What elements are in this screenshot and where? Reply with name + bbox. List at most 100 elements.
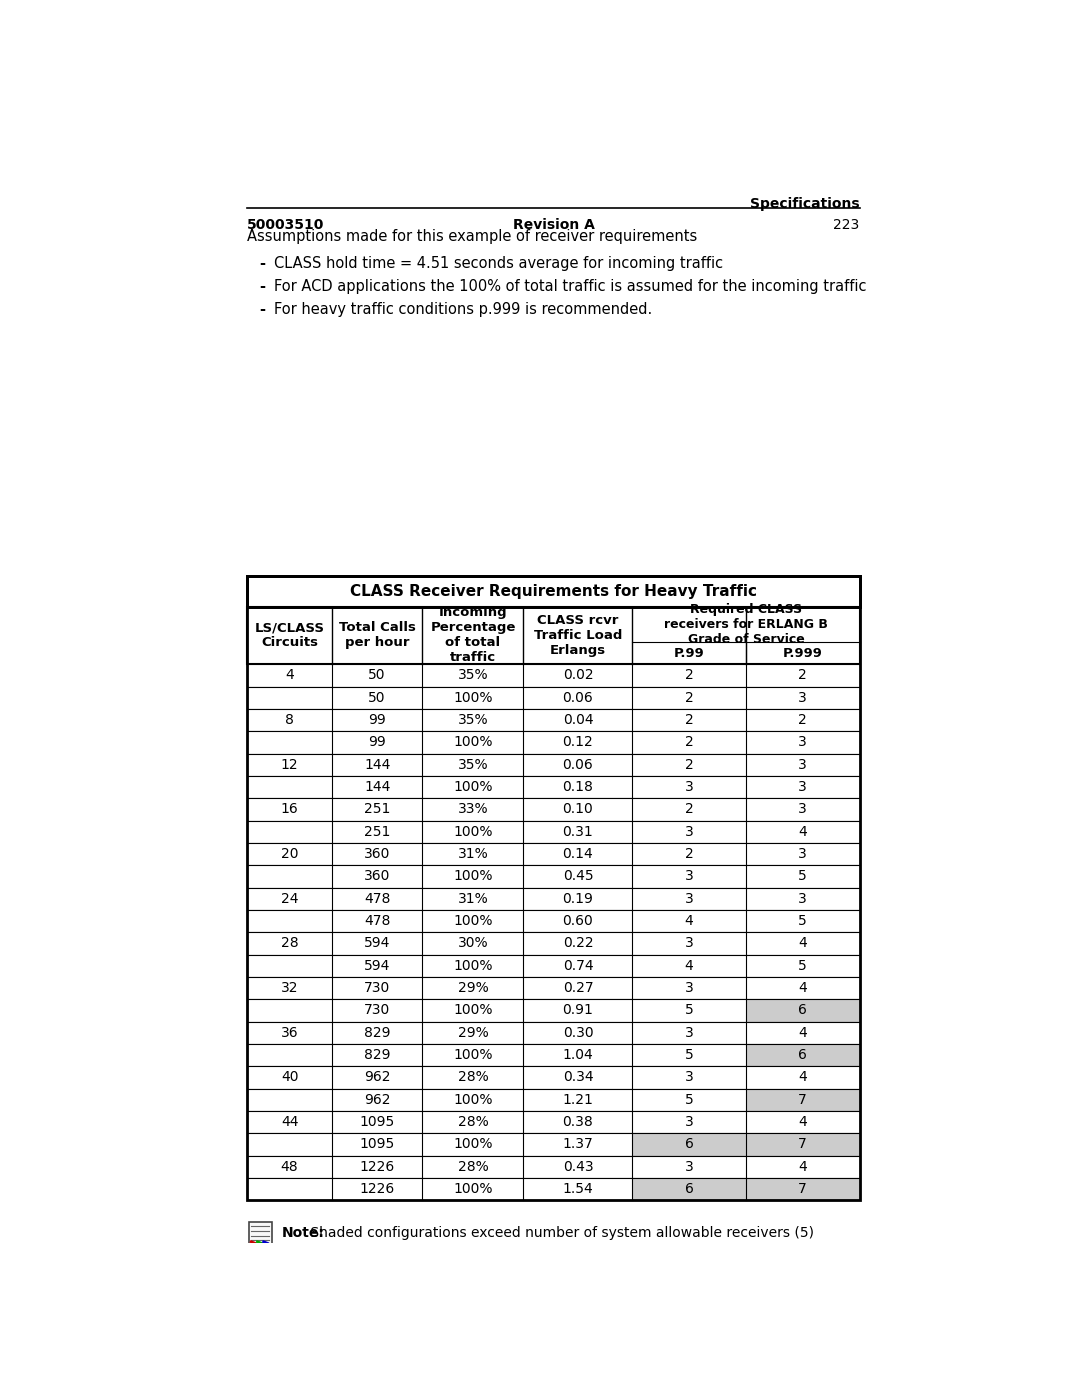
Text: 100%: 100% xyxy=(454,735,492,749)
Text: 6: 6 xyxy=(685,1182,693,1196)
Bar xyxy=(247,798,860,820)
Text: 3: 3 xyxy=(685,891,693,905)
Text: 1.54: 1.54 xyxy=(563,1182,593,1196)
Text: 100%: 100% xyxy=(454,1182,492,1196)
Text: 32: 32 xyxy=(281,981,298,995)
Text: 0.34: 0.34 xyxy=(563,1070,593,1084)
Bar xyxy=(247,1178,860,1200)
Text: Required CLASS
receivers for ERLANG B
Grade of Service: Required CLASS receivers for ERLANG B Gr… xyxy=(664,604,828,645)
Text: 829: 829 xyxy=(364,1025,391,1039)
Text: 20: 20 xyxy=(281,847,298,861)
Text: Total Calls
per hour: Total Calls per hour xyxy=(339,622,416,650)
Text: 730: 730 xyxy=(364,1003,390,1017)
Text: 99: 99 xyxy=(368,735,386,749)
Bar xyxy=(247,1044,860,1066)
Bar xyxy=(247,977,860,999)
Text: 0.04: 0.04 xyxy=(563,712,593,726)
Text: 360: 360 xyxy=(364,869,390,883)
Bar xyxy=(247,731,860,753)
Text: 223: 223 xyxy=(834,218,860,232)
Bar xyxy=(247,665,860,686)
Text: 0.22: 0.22 xyxy=(563,936,593,950)
Bar xyxy=(247,576,860,606)
Text: 1226: 1226 xyxy=(360,1182,395,1196)
Bar xyxy=(247,1133,860,1155)
Text: 16: 16 xyxy=(281,802,298,816)
Text: 12: 12 xyxy=(281,757,298,771)
Text: 40: 40 xyxy=(281,1070,298,1084)
Bar xyxy=(247,665,860,686)
Bar xyxy=(247,708,860,731)
Text: 0.43: 0.43 xyxy=(563,1160,593,1173)
Text: 35%: 35% xyxy=(458,712,488,726)
Text: 3: 3 xyxy=(685,1025,693,1039)
Text: 3: 3 xyxy=(685,1070,693,1084)
Text: 3: 3 xyxy=(798,690,807,704)
Text: 2: 2 xyxy=(685,802,693,816)
Text: 30%: 30% xyxy=(458,936,488,950)
Text: 31%: 31% xyxy=(458,847,488,861)
Text: 50: 50 xyxy=(368,668,386,683)
Text: 100%: 100% xyxy=(454,1137,492,1151)
Text: 478: 478 xyxy=(364,914,390,928)
Text: 1.21: 1.21 xyxy=(563,1092,593,1106)
Text: For heavy traffic conditions p.999 is recommended.: For heavy traffic conditions p.999 is re… xyxy=(274,302,652,317)
Text: 48: 48 xyxy=(281,1160,298,1173)
Text: 3: 3 xyxy=(798,757,807,771)
Bar xyxy=(247,1021,860,1044)
Text: 2: 2 xyxy=(685,712,693,726)
Text: 6: 6 xyxy=(798,1003,807,1017)
Text: P.99: P.99 xyxy=(674,647,704,659)
Text: 0.60: 0.60 xyxy=(563,914,593,928)
Bar xyxy=(247,606,860,665)
Bar xyxy=(247,576,860,606)
Bar xyxy=(247,954,860,977)
Bar xyxy=(633,1178,746,1200)
Bar xyxy=(746,1088,860,1111)
Bar xyxy=(247,576,860,1200)
Text: Incoming
Percentage
of total
traffic: Incoming Percentage of total traffic xyxy=(430,606,515,665)
Text: 0.06: 0.06 xyxy=(563,690,593,704)
Text: 7: 7 xyxy=(798,1182,807,1196)
Bar xyxy=(247,1155,860,1178)
Bar xyxy=(247,842,860,865)
Text: 5: 5 xyxy=(685,1048,693,1062)
Text: 44: 44 xyxy=(281,1115,298,1129)
Bar xyxy=(247,1088,860,1111)
Text: 33%: 33% xyxy=(458,802,488,816)
Text: 5: 5 xyxy=(798,914,807,928)
Bar xyxy=(247,820,860,842)
Text: 24: 24 xyxy=(281,891,298,905)
Text: 2: 2 xyxy=(685,735,693,749)
Text: 478: 478 xyxy=(364,891,390,905)
Bar xyxy=(633,1133,746,1155)
Bar xyxy=(247,842,860,865)
Text: 4: 4 xyxy=(685,914,693,928)
Bar xyxy=(746,1133,860,1155)
Text: 1.37: 1.37 xyxy=(563,1137,593,1151)
Bar xyxy=(247,865,860,887)
Bar xyxy=(248,1222,272,1245)
Text: 0.12: 0.12 xyxy=(563,735,593,749)
Text: 35%: 35% xyxy=(458,668,488,683)
Bar xyxy=(247,753,860,775)
Text: 0.74: 0.74 xyxy=(563,958,593,972)
Text: 3: 3 xyxy=(798,847,807,861)
Text: 1226: 1226 xyxy=(360,1160,395,1173)
Text: 962: 962 xyxy=(364,1070,391,1084)
Text: Specifications: Specifications xyxy=(750,197,860,211)
Text: 3: 3 xyxy=(685,780,693,793)
Text: 0.18: 0.18 xyxy=(563,780,593,793)
Text: 100%: 100% xyxy=(454,958,492,972)
Text: 2: 2 xyxy=(798,712,807,726)
Text: CLASS Receiver Requirements for Heavy Traffic: CLASS Receiver Requirements for Heavy Tr… xyxy=(350,584,757,599)
Text: 144: 144 xyxy=(364,780,390,793)
Bar xyxy=(247,932,860,954)
Text: 1.04: 1.04 xyxy=(563,1048,593,1062)
Text: -: - xyxy=(259,279,265,295)
Bar xyxy=(247,731,860,753)
Text: 2: 2 xyxy=(685,690,693,704)
Text: 4: 4 xyxy=(798,936,807,950)
Text: 50003510: 50003510 xyxy=(247,218,325,232)
Bar xyxy=(247,1021,860,1044)
